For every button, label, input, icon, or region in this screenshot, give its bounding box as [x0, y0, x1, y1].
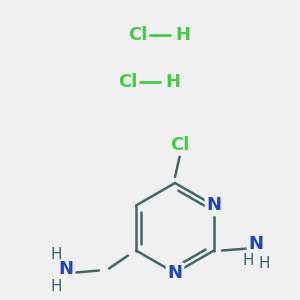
Text: N: N	[58, 260, 74, 278]
Text: H: H	[258, 256, 270, 271]
Text: H: H	[50, 247, 62, 262]
Text: H: H	[175, 26, 190, 44]
Text: H: H	[242, 253, 254, 268]
Text: H: H	[165, 73, 180, 91]
Text: Cl: Cl	[170, 136, 190, 154]
Text: N: N	[167, 264, 182, 282]
Text: Cl: Cl	[118, 73, 137, 91]
Text: N: N	[248, 235, 263, 253]
Text: N: N	[206, 196, 221, 214]
Text: Cl: Cl	[128, 26, 147, 44]
Text: H: H	[50, 279, 62, 294]
